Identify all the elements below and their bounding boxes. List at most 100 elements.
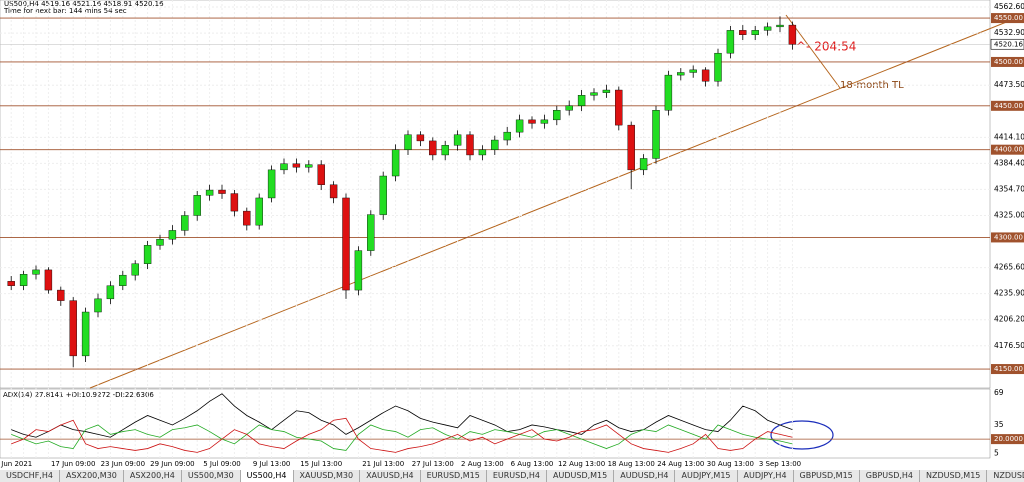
countdown-label: ^- 204:54	[796, 40, 856, 54]
x-tick-label: 18 Aug 13:00	[608, 460, 655, 468]
y-tick-label: 4384.40	[994, 158, 1024, 167]
x-tick-label: 3 Sep 13:00	[759, 460, 801, 468]
y-tick-label: 4235.90	[994, 289, 1024, 298]
candle-body	[81, 311, 90, 357]
candle-body	[379, 175, 387, 215]
y-tick-label: 5	[994, 448, 999, 457]
candle-body	[553, 110, 561, 121]
x-tick-label: 27 Jul 13:00	[412, 460, 454, 468]
chart-tab[interactable]: USDCHF,H4	[0, 470, 60, 482]
level-label: 4150.00	[994, 365, 1023, 373]
candle-body	[751, 30, 759, 35]
candle-body	[528, 119, 536, 124]
x-tick-label: 5 Jul 09:00	[203, 460, 241, 468]
candle-body	[714, 52, 722, 82]
candle-body	[193, 195, 201, 216]
x-tick-label: 15 Jul 13:00	[300, 460, 342, 468]
x-tick-label: 6 Aug 13:00	[511, 460, 554, 468]
indicator-line	[11, 424, 793, 451]
y-tick-label: 4354.70	[994, 184, 1024, 193]
level-box	[991, 232, 1024, 243]
candle-body	[354, 250, 363, 291]
candle-body	[317, 164, 325, 185]
chart-tab[interactable]: XAUUSD,M30	[294, 470, 361, 482]
level-box	[991, 56, 1024, 67]
candle-body	[739, 30, 747, 35]
candle-body	[466, 134, 474, 156]
chart-tab[interactable]: XAUUSD,H4	[360, 470, 421, 482]
level-box	[991, 364, 1024, 375]
x-tick-label: 9 Jul 13:00	[253, 460, 291, 468]
candle-body	[577, 95, 586, 107]
y-tick-label: 4176.50	[994, 341, 1024, 350]
chart-tab[interactable]: NZDUSD,M15	[920, 470, 988, 482]
chart-tab[interactable]: US500,H4	[240, 470, 294, 482]
candle-body	[639, 158, 648, 171]
candle-body	[94, 298, 102, 313]
candle-body	[329, 184, 338, 199]
candle-body	[677, 72, 685, 76]
candle-body	[19, 274, 28, 286]
candle-body	[701, 69, 710, 82]
chart-tab[interactable]: US500,M30	[182, 470, 241, 482]
y-tick-label: 4414.10	[994, 132, 1024, 141]
candle-body	[243, 210, 251, 226]
candle-body	[156, 238, 164, 246]
chart-tab[interactable]: ASX200,H4	[124, 470, 182, 482]
bar-timer: Time for next bar: 144 mins 54 sec	[3, 7, 127, 15]
indicator-line	[11, 393, 793, 438]
level-label: 4400.00	[994, 146, 1023, 154]
candle-body	[342, 197, 350, 291]
y-tick-label: 4473.50	[994, 80, 1024, 89]
y-tick-label: 4265.60	[994, 263, 1024, 272]
candle-body	[776, 24, 784, 28]
level-box	[991, 144, 1024, 155]
candle-body	[565, 105, 573, 111]
y-tick-label: 4206.20	[994, 315, 1024, 324]
chart-tab[interactable]: AUDJPY,H4	[738, 470, 794, 482]
level-label: 4450.00	[994, 102, 1023, 110]
chart-tab[interactable]: AUDJPY,M15	[675, 470, 738, 482]
candle-body	[131, 263, 139, 276]
candle-body	[615, 89, 623, 126]
x-tick-label: 30 Aug 13:00	[707, 460, 754, 468]
chart-tab[interactable]: EURUSD,M15	[421, 470, 487, 482]
candle-body	[652, 110, 660, 159]
current-price-label: 4520.16	[994, 40, 1023, 48]
x-tick-label: 11 Jun 2021	[0, 460, 32, 468]
level-label: 4550.00	[994, 14, 1023, 22]
symbol-line: US500,H4 4519.16 4521.16 4518.91 4520.16	[4, 0, 164, 8]
candle-body	[7, 281, 15, 286]
chart-tab[interactable]: NZDUSD,H4	[987, 470, 1024, 482]
candle-body	[689, 69, 697, 73]
candle-body	[503, 131, 511, 141]
x-tick-label: 17 Jun 09:00	[51, 460, 95, 468]
chart-tab[interactable]: ASX200,M30	[60, 470, 124, 482]
candle-body	[32, 269, 40, 275]
candle-body	[491, 139, 499, 150]
chart-tab[interactable]: AUDUSD,M15	[547, 470, 615, 482]
candle-body	[305, 164, 313, 168]
indicator-title: ADX(14) 27.8141 +DI:10.9272 -DI:22.6306	[3, 391, 154, 399]
x-tick-label: 29 Jun 09:00	[150, 460, 194, 468]
current-price-box	[990, 38, 1024, 50]
candle-body	[404, 134, 412, 150]
level-box	[991, 100, 1024, 111]
candle-body	[429, 140, 437, 156]
x-tick-label: 24 Aug 13:00	[657, 460, 704, 468]
x-tick-label: 12 Aug 13:00	[558, 460, 605, 468]
chart-tab[interactable]: GBPUSD,H4	[860, 470, 921, 482]
candle-body	[292, 163, 301, 168]
candle-body	[515, 119, 524, 133]
chart-tab[interactable]: AUDUSD,H4	[614, 470, 676, 482]
chart-tab[interactable]: GBPUSD,M15	[794, 470, 860, 482]
indicator-pane	[0, 388, 991, 459]
x-tick-label: 23 Jun 09:00	[101, 460, 145, 468]
candle-body	[143, 245, 152, 264]
candle-body	[602, 89, 611, 93]
candle-body	[205, 189, 214, 196]
indicator-line	[11, 417, 793, 453]
highlight-ellipse	[770, 420, 834, 450]
candle-body	[453, 134, 462, 146]
chart-tab[interactable]: EURUSD,H4	[487, 470, 548, 482]
